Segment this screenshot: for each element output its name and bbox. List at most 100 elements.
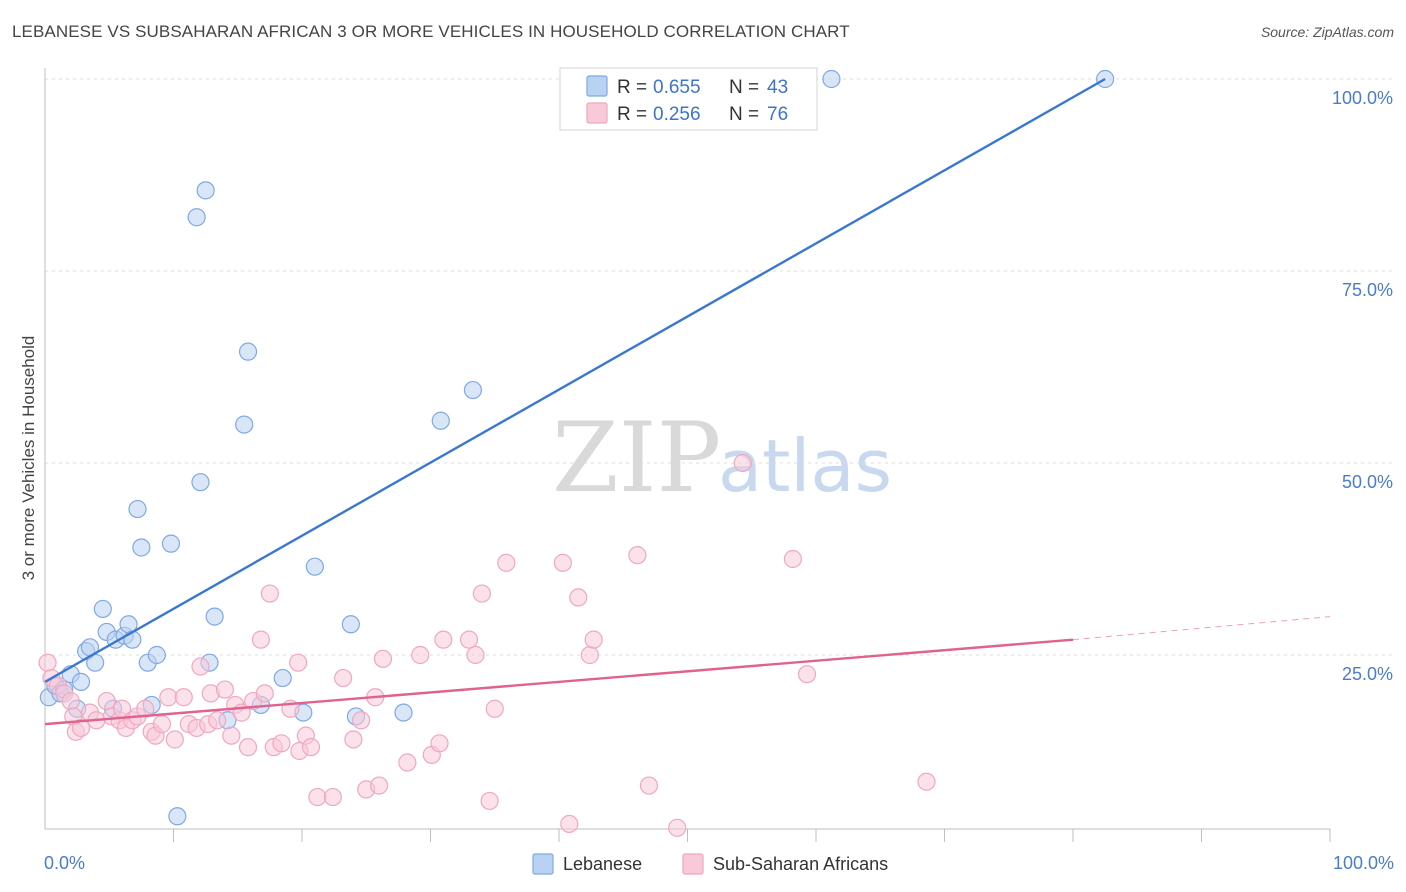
legend-swatch-subsaharan [586,102,608,124]
point-lebanese [463,380,483,400]
point-subsaharan [668,818,687,837]
point-lebanese [305,557,324,576]
point-lebanese [187,208,206,227]
point-subsaharan [352,711,371,730]
y-tick-label: 50.0% [1342,472,1393,492]
bottom-legend-swatch-lebanese [532,853,554,875]
point-lebanese [132,538,151,557]
point-subsaharan [71,718,91,738]
trend-line-subsaharan-extension [1072,616,1331,641]
legend-r-label-0: R = [617,77,647,98]
point-subsaharan [308,787,327,807]
bottom-legend-swatch-subsaharan [682,853,704,875]
y-tick-label: 100.0% [1332,88,1393,108]
point-subsaharan [783,549,802,569]
point-lebanese [273,668,292,688]
point-subsaharan [215,680,234,699]
point-subsaharan [459,630,479,649]
point-subsaharan [301,738,321,757]
point-subsaharan [238,738,258,757]
point-subsaharan [165,730,184,749]
point-subsaharan [797,665,817,684]
point-subsaharan [251,630,270,649]
point-subsaharan [569,588,588,607]
point-subsaharan [370,776,389,795]
point-subsaharan [255,684,274,703]
x-tick-label-max: 100.0% [1333,853,1394,873]
legend-swatch-lebanese [586,75,608,97]
point-lebanese [822,69,841,89]
point-lebanese [147,645,166,665]
y-tick-label: 25.0% [1342,664,1393,684]
point-lebanese [205,607,224,626]
y-tick-label: 75.0% [1342,280,1393,300]
point-subsaharan [480,791,499,811]
legend-r-label-1: R = [617,104,647,125]
y-axis-title: 3 or more Vehicles in Household [19,336,38,581]
point-subsaharan [136,699,155,718]
point-subsaharan [152,715,172,734]
source-credit: Source: ZipAtlas.com [1260,24,1394,40]
point-lebanese [128,499,147,519]
point-subsaharan [289,653,308,672]
x-tick-label-min: 0.0% [44,853,85,873]
point-subsaharan [159,688,178,707]
point-lebanese [123,630,142,649]
point-lebanese [161,534,181,553]
point-subsaharan [628,546,647,565]
point-subsaharan [584,630,603,649]
point-subsaharan [560,814,579,834]
legend-n-value-0: 43 [767,77,788,98]
bottom-legend-label-lebanese: Lebanese [563,854,642,874]
legend-box: R = 0.655 N = 43 R = 0.256 N = 76 [559,67,818,131]
point-subsaharan [38,653,57,672]
point-subsaharan [580,645,599,665]
point-lebanese [196,181,215,200]
point-subsaharan [344,730,363,749]
point-subsaharan [191,657,210,676]
point-subsaharan [434,630,453,649]
point-subsaharan [466,645,485,665]
legend-n-label-1: N = [729,104,759,125]
chart-title: LEBANESE VS SUBSAHARAN AFRICAN 3 OR MORE… [12,22,850,41]
trend-lines [44,77,1331,726]
point-subsaharan [411,645,430,665]
point-lebanese [168,807,187,826]
point-subsaharan [472,584,491,603]
point-lebanese [431,411,450,430]
y-axis-labels: 100.0% 75.0% 50.0% 25.0% [1332,88,1393,684]
grid-lines [45,78,1392,656]
bottom-legend: Lebanese Sub-Saharan Africans [532,853,888,875]
legend-r-value-0: 0.655 [653,77,701,98]
bottom-legend-label-subsaharan: Sub-Saharan Africans [713,854,888,874]
point-subsaharan [485,699,504,718]
point-subsaharan [639,776,659,795]
legend-n-value-1: 76 [767,104,788,125]
point-subsaharan [272,734,291,753]
point-subsaharan [733,453,752,473]
point-subsaharan [398,753,417,772]
point-subsaharan [260,584,279,603]
point-subsaharan [497,553,516,572]
point-lebanese [235,415,254,434]
point-subsaharan [323,787,342,807]
point-subsaharan [208,711,227,730]
point-lebanese [341,615,360,634]
trend-line-lebanese [44,77,1106,683]
legend-n-label-0: N = [729,77,759,98]
x-axis-ticks [173,829,1331,842]
point-subsaharan [553,553,572,572]
point-lebanese [394,703,413,722]
point-subsaharan [917,772,936,791]
point-subsaharan [373,649,393,668]
point-lebanese [191,473,210,492]
trend-line-subsaharan [44,638,1074,726]
watermark-zip: ZIP [552,402,721,514]
point-subsaharan [61,691,80,711]
series-subsaharan [38,453,936,837]
point-subsaharan [334,668,353,688]
legend-r-value-1: 0.256 [653,104,701,125]
point-subsaharan [430,734,449,753]
point-lebanese [71,672,91,691]
